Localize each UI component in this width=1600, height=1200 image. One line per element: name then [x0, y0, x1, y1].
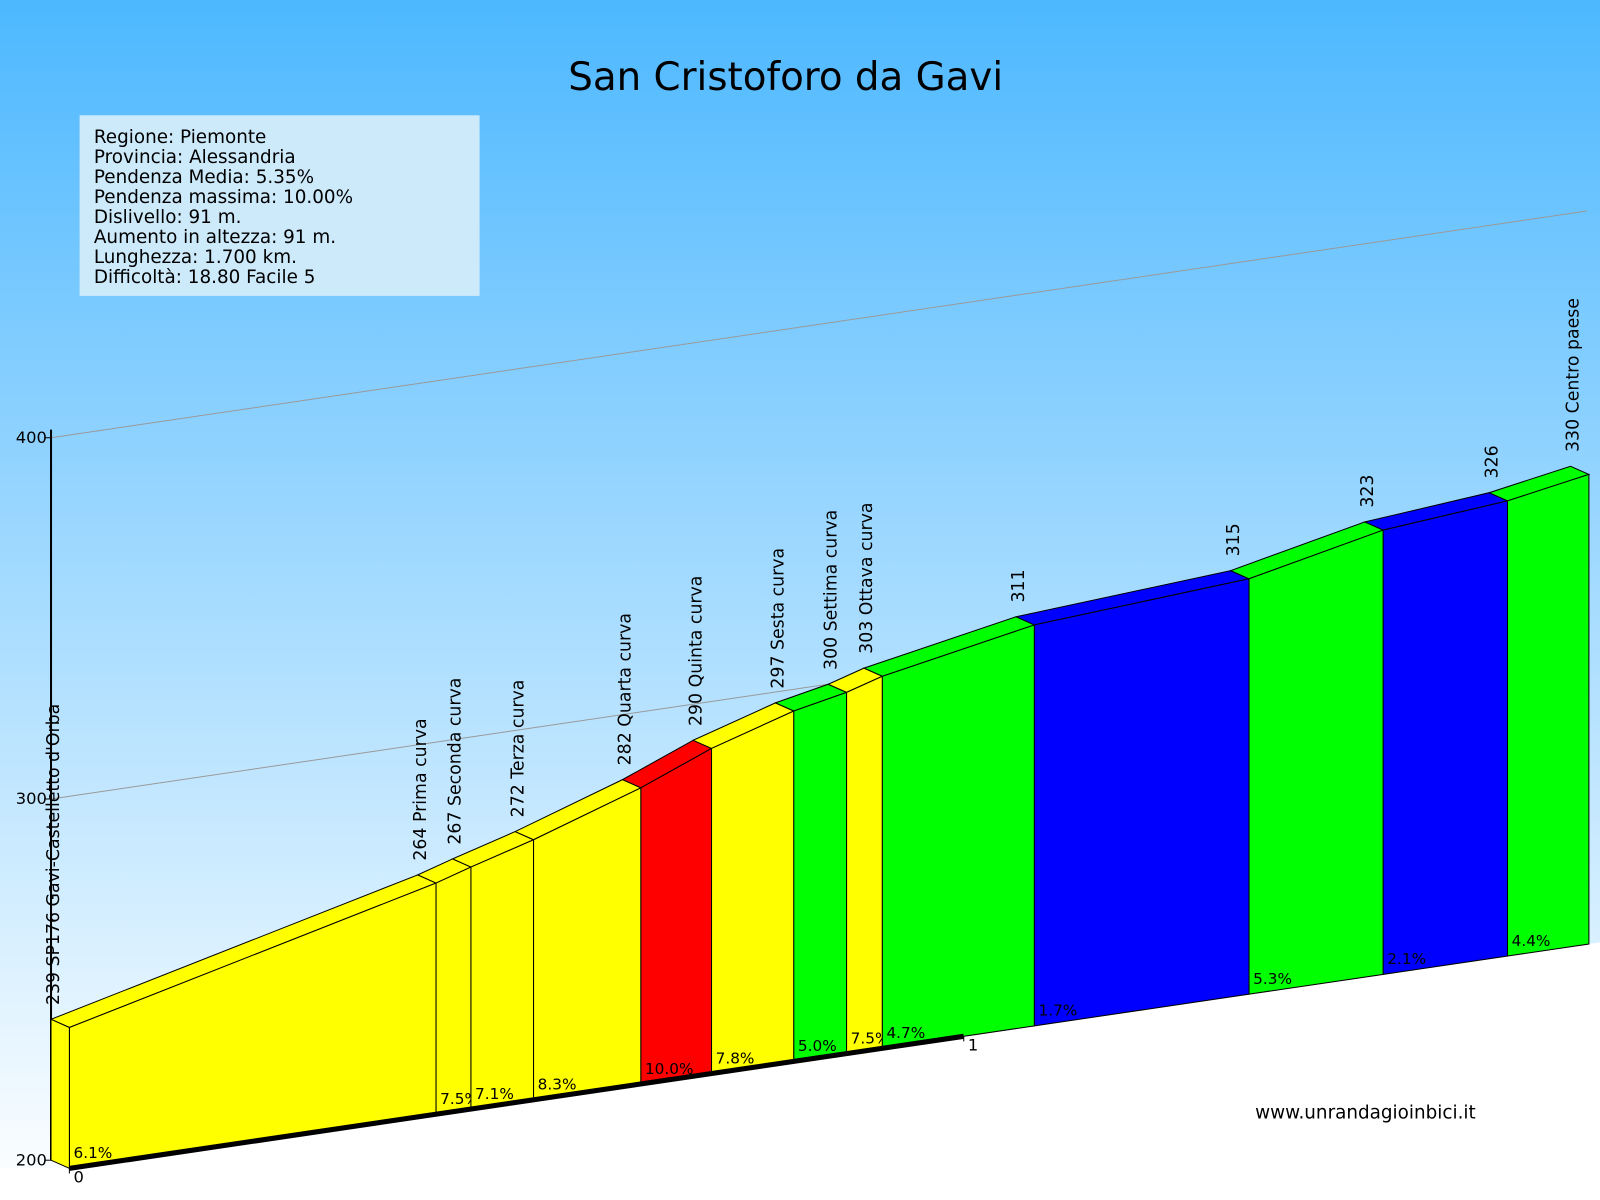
credit: www.unrandagioinbici.it: [1255, 1102, 1476, 1123]
info-line: Provincia: Alessandria: [94, 147, 296, 168]
segment-face: [1033, 578, 1250, 1027]
gradient-label: 1.7%: [1038, 1002, 1077, 1020]
x-tick-label: 1: [968, 1036, 978, 1055]
segment-face: [470, 838, 535, 1110]
point-label: 267 Seconda curva: [446, 678, 466, 845]
point-label: 239 SP176 Gavi-Castelletto d'Orba: [44, 704, 64, 1005]
gradient-label: 5.3%: [1253, 970, 1292, 988]
point-label: 315: [1224, 523, 1244, 556]
side-face: [50, 1018, 70, 1170]
chart-title: San Cristoforo da Gavi: [568, 55, 1003, 100]
gradient-label: 7.1%: [475, 1085, 514, 1103]
segment-face: [533, 786, 642, 1101]
y-tick-label: 200: [16, 1150, 47, 1169]
info-line: Lunghezza: 1.700 km.: [94, 247, 297, 268]
gradient-label: 4.7%: [886, 1024, 925, 1042]
gradient-label: 6.1%: [73, 1144, 112, 1162]
info-line: Regione: Piemonte: [94, 127, 266, 148]
x-tick-label: 0: [73, 1168, 83, 1187]
gradient-label: 7.5%: [851, 1029, 890, 1047]
segment-face: [711, 710, 795, 1075]
info-line: Aumento in altezza: 91 m.: [94, 227, 336, 248]
point-label: 290 Quinta curva: [686, 576, 706, 726]
segment-face: [1382, 500, 1509, 975]
info-line: Pendenza massima: 10.00%: [94, 187, 353, 208]
segment-face: [846, 675, 883, 1055]
point-label: 323: [1358, 475, 1378, 508]
segment-face: [435, 866, 472, 1115]
info-box: [79, 115, 480, 296]
point-label: 282 Quarta curva: [616, 613, 636, 765]
segment-face: [640, 747, 713, 1085]
info-line: Difficoltà: 18.80 Facile 5: [94, 267, 316, 288]
point-label: 311: [1009, 569, 1029, 602]
point-label: 330 Centro paese: [1564, 298, 1584, 452]
gradient-label: 8.3%: [538, 1076, 577, 1094]
segment-face: [1248, 529, 1384, 995]
point-label: 297 Sesta curva: [769, 548, 789, 689]
y-tick-label: 300: [16, 789, 47, 808]
gradient-label: 7.5%: [440, 1090, 479, 1108]
gradient-label: 2.1%: [1387, 950, 1426, 968]
point-label: 300 Settima curva: [821, 510, 841, 670]
info-line: Dislivello: 91 m.: [94, 207, 242, 228]
x-axis: [69, 1033, 965, 1171]
info-line: Pendenza Media: 5.35%: [94, 167, 314, 188]
point-label: 272 Terza curva: [508, 680, 528, 818]
floor: [0, 942, 1600, 1200]
point-label: 303 Ottava curva: [857, 502, 877, 653]
grid-line: [50, 210, 1587, 439]
segment-face: [793, 691, 848, 1062]
gradient-label: 5.0%: [798, 1037, 837, 1055]
point-label: 264 Prima curva: [411, 718, 431, 860]
gradient-label: 7.8%: [716, 1049, 755, 1067]
segment-face: [881, 624, 1035, 1049]
gradient-label: 10.0%: [645, 1060, 694, 1078]
gradient-label: 4.4%: [1512, 932, 1551, 950]
segment-face: [1507, 473, 1590, 957]
y-tick-label: 400: [16, 428, 47, 447]
point-label: 326: [1482, 445, 1502, 478]
